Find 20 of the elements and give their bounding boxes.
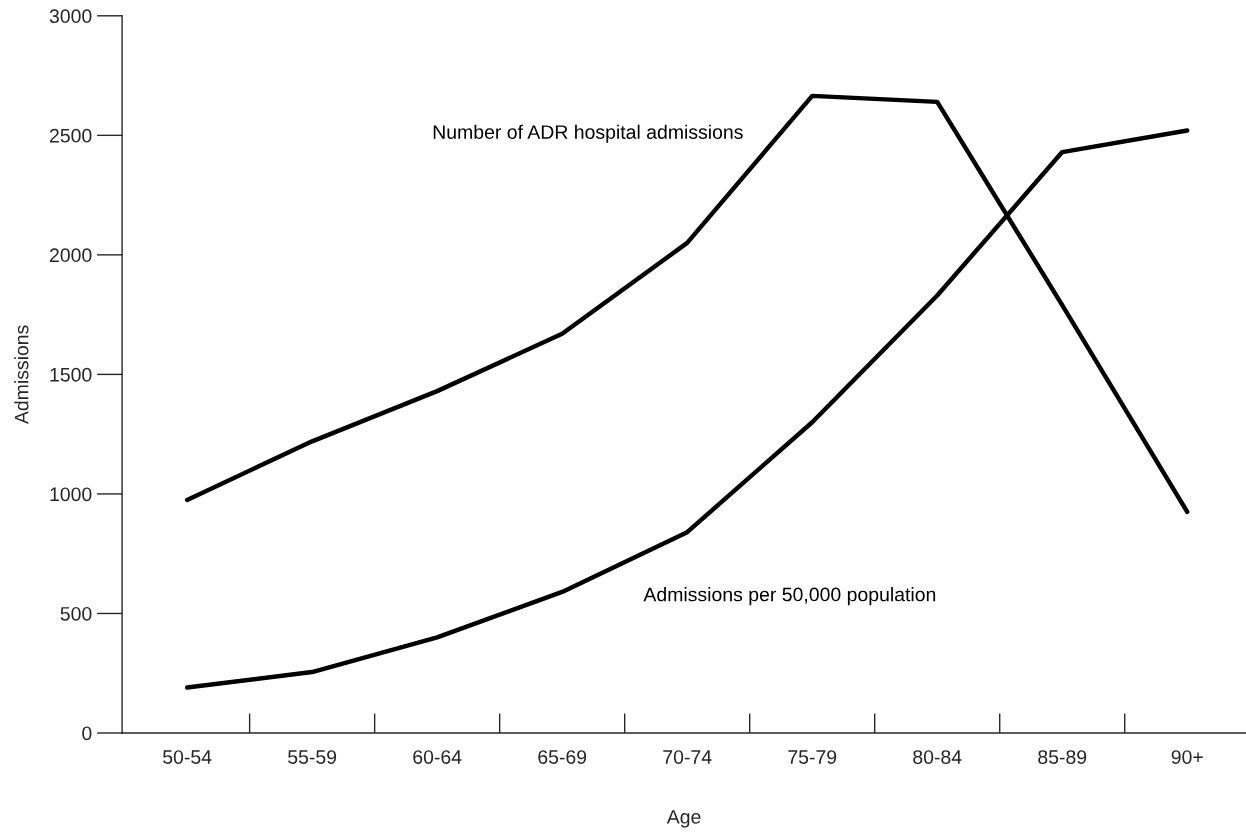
x-axis-title: Age <box>666 810 701 828</box>
y-tick-label: 2500 <box>49 128 92 143</box>
x-tick-label: 50-54 <box>163 750 212 764</box>
y-axis-title: Admissions <box>14 325 29 425</box>
x-tick-label: 80-84 <box>913 750 962 764</box>
series-label: Admissions per 50,000 population <box>643 587 936 606</box>
x-tick-label: 75-79 <box>788 750 837 764</box>
y-tick-label: 2000 <box>49 248 92 263</box>
x-tick-label: 65-69 <box>538 750 587 764</box>
y-tick-label: 500 <box>60 606 92 621</box>
y-tick-label: 1000 <box>50 487 92 502</box>
y-tick-label: 0 <box>82 726 92 741</box>
y-tick-label: 1500 <box>50 367 92 382</box>
y-tick-label: 3000 <box>49 9 92 24</box>
x-tick-label: 90+ <box>1171 750 1203 764</box>
series-label: Number of ADR hospital admissions <box>433 124 743 143</box>
x-tick-label: 60-64 <box>413 750 462 764</box>
x-tick-label: 55-59 <box>288 750 337 764</box>
x-tick-label: 70-74 <box>663 750 712 764</box>
x-tick-label: 85-89 <box>1038 750 1087 764</box>
